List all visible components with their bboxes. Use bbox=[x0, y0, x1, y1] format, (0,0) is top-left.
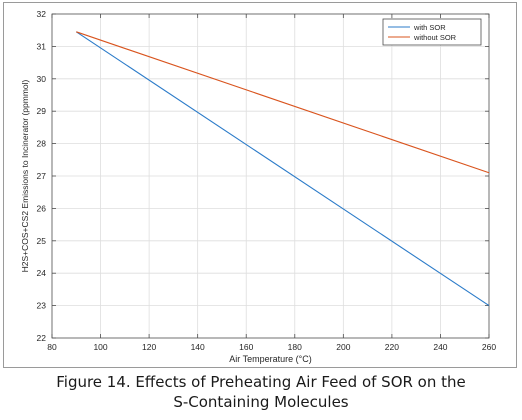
series-line-without-sor bbox=[76, 31, 490, 174]
y-tick-label: 22 bbox=[37, 333, 47, 343]
x-tick-label: 160 bbox=[239, 342, 253, 352]
figure-frame bbox=[3, 2, 517, 368]
legend-label-with-sor: with SOR bbox=[413, 23, 446, 32]
x-tick-label: 80 bbox=[47, 342, 57, 352]
caption-line-2: S-Containing Molecules bbox=[173, 393, 349, 411]
caption-line-1: Figure 14. Effects of Preheating Air Fee… bbox=[56, 373, 466, 391]
x-tick-label: 200 bbox=[336, 342, 350, 352]
x-tick-label: 100 bbox=[93, 342, 107, 352]
y-tick-label: 30 bbox=[37, 74, 47, 84]
y-tick-label: 23 bbox=[37, 301, 47, 311]
y-tick-label: 27 bbox=[37, 171, 47, 181]
y-tick-label: 32 bbox=[37, 9, 47, 19]
x-tick-label: 240 bbox=[433, 342, 447, 352]
line-chart: 80 100 120 140 160 180 200 220 240 260 22 23 24 25 26 2… bbox=[20, 9, 497, 364]
x-tick-label: 140 bbox=[191, 342, 205, 352]
x-tick-label: 260 bbox=[482, 342, 496, 352]
series-line-with-sor bbox=[75, 31, 490, 307]
y-tick-label: 31 bbox=[37, 41, 47, 51]
legend-label-without-sor: without SOR bbox=[413, 33, 457, 42]
y-axis-label: H2S+COS+CS2 Emissions to Incinerator (pp… bbox=[20, 79, 30, 272]
y-tick-label: 26 bbox=[37, 203, 47, 213]
y-tick-label: 28 bbox=[37, 139, 47, 149]
grid bbox=[52, 14, 489, 338]
x-tick-label: 180 bbox=[288, 342, 302, 352]
legend-box bbox=[382, 18, 482, 46]
y-tick-label: 25 bbox=[37, 236, 47, 246]
x-tick-label: 220 bbox=[385, 342, 399, 352]
y-tick-label: 29 bbox=[37, 106, 47, 116]
axis-ticks: 80 100 120 140 160 180 200 220 240 260 22 23 24 25 26 2… bbox=[37, 9, 497, 352]
series-lines bbox=[75, 31, 490, 307]
figure-caption: Figure 14. Effects of Preheating Air Fee… bbox=[0, 372, 522, 412]
x-axis-label: Air Temperature (°C) bbox=[229, 354, 311, 364]
y-tick-label: 24 bbox=[37, 268, 47, 278]
x-tick-label: 120 bbox=[142, 342, 156, 352]
